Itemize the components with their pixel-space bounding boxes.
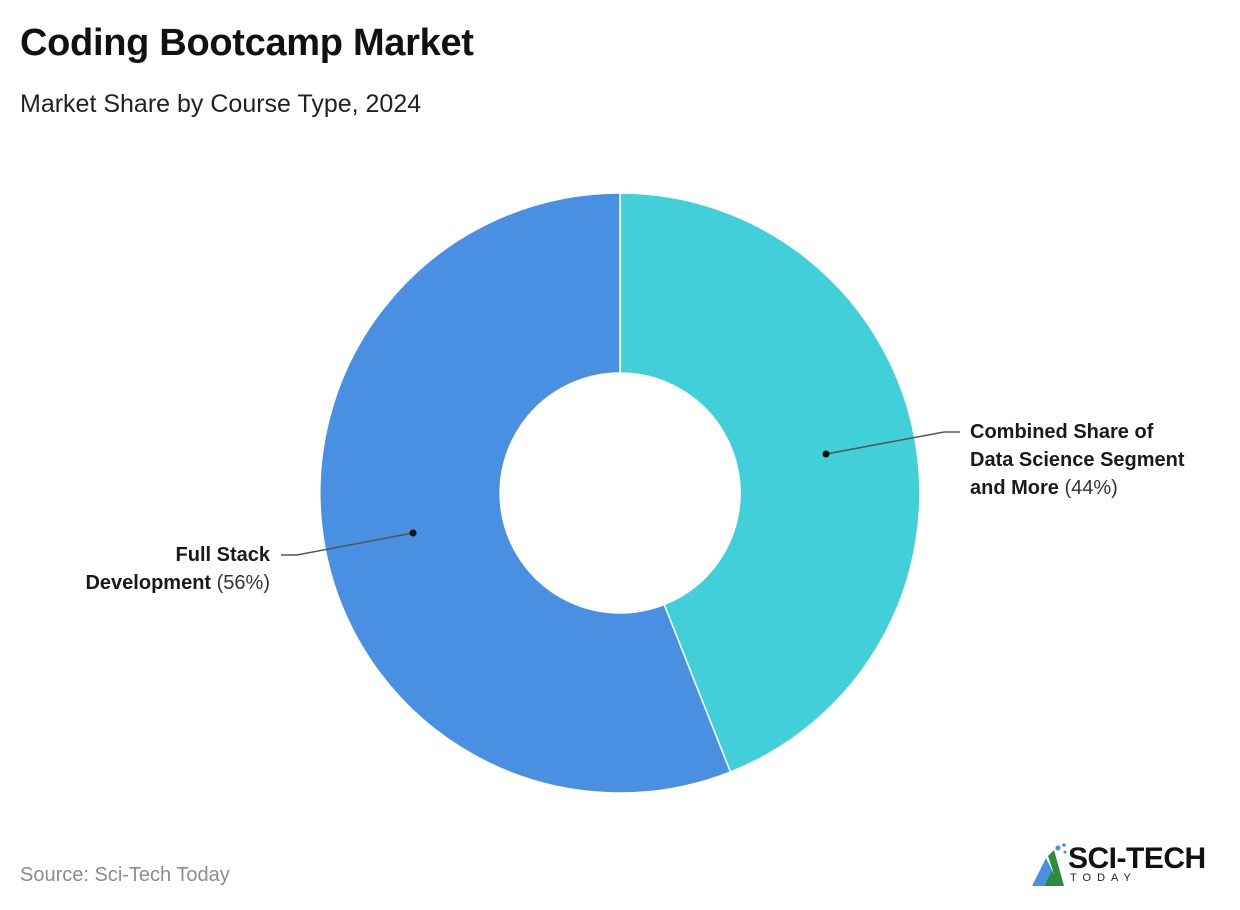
label-line: Full Stack xyxy=(175,544,270,566)
callout-line-left xyxy=(281,532,414,556)
label-line: Combined Share of xyxy=(970,421,1154,443)
callout-line-right xyxy=(825,431,960,455)
label-line: Data Science Segment xyxy=(970,449,1185,471)
logo-mark-icon xyxy=(1032,843,1067,886)
label-data-science: Combined Share of Data Science Segment a… xyxy=(970,418,1185,502)
callout-dot-left xyxy=(409,529,417,537)
callout-dot-right xyxy=(822,450,830,458)
slice-full-stack[interactable] xyxy=(319,192,732,794)
label-percent: (56%) xyxy=(216,572,270,594)
logo-sub-text: TODAY xyxy=(1070,872,1137,884)
label-percent: (44%) xyxy=(1064,477,1118,499)
chart-title: Coding Bootcamp Market xyxy=(20,22,474,64)
logo-main-text: SCI-TECH xyxy=(1068,842,1206,875)
source-note: Source: Sci-Tech Today xyxy=(20,864,230,886)
label-full-stack: Full Stack Development (56%) xyxy=(85,541,270,597)
chart-subtitle: Market Share by Course Type, 2024 xyxy=(20,90,422,118)
label-line: and More xyxy=(970,477,1059,499)
sci-tech-logo: SCI-TECH TODAY xyxy=(1030,842,1210,890)
slice-data-science[interactable] xyxy=(619,192,921,773)
label-line: Development xyxy=(85,572,212,594)
